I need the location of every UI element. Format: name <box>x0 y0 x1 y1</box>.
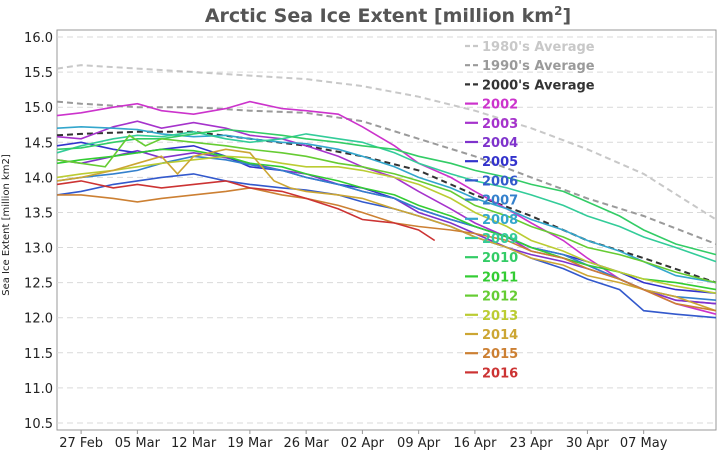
x-tick-label: 26 Mar <box>284 436 330 450</box>
y-axis-ticks: 10.5 11.0 11.5 12.0 12.5 13.0 13.5 14.0 14.5 15.0… <box>24 31 53 432</box>
x-tick-label: 05 Mar <box>115 436 161 450</box>
series-lines <box>56 64 717 319</box>
y-axis-label: Sea Ice Extent [million km2] <box>1 154 12 296</box>
legend-label: 2016 <box>482 366 518 381</box>
x-tick-label: 07 May <box>620 436 668 450</box>
series-line-2015 <box>57 187 717 312</box>
x-axis-ticks: 27 Feb 05 Mar 12 Mar 19 Mar 26 Mar 02 Apr 09 A… <box>59 430 668 450</box>
y-tick-label: 10.5 <box>24 417 53 432</box>
series-line-1990-s-average <box>56 100 717 245</box>
chart-title: Arctic Sea Ice Extent [million km2] <box>205 4 571 27</box>
series-line-2011 <box>56 148 717 291</box>
x-tick-label: 27 Feb <box>59 436 103 450</box>
x-tick-label: 23 Apr <box>510 436 554 450</box>
legend-label: 2013 <box>482 309 518 324</box>
series-line-2006 <box>56 173 717 319</box>
legend-label: 2014 <box>482 328 518 343</box>
series-line-2008 <box>56 125 717 284</box>
legend-label: 2000's Average <box>482 78 595 93</box>
legend-label: 2011 <box>482 270 518 285</box>
y-tick-label: 12.5 <box>24 277 53 292</box>
y-tick-label: 14.5 <box>24 136 53 151</box>
y-tick-label: 11.0 <box>24 382 53 397</box>
series-line-2016 <box>56 180 436 242</box>
gridlines <box>57 36 716 424</box>
legend-label: 2012 <box>482 290 518 305</box>
series-line-2002 <box>56 100 717 315</box>
legend-label: 2007 <box>482 194 518 209</box>
series-line-2004 <box>56 149 717 305</box>
legend-label: 1980's Average <box>482 40 595 55</box>
y-tick-label: 15.0 <box>24 101 53 116</box>
y-tick-label: 11.5 <box>24 347 53 362</box>
y-tick-label: 12.0 <box>24 312 53 327</box>
x-tick-label: 02 Apr <box>341 436 385 450</box>
series-line-1980-s-average <box>56 64 717 221</box>
x-tick-label: 12 Mar <box>171 436 217 450</box>
y-tick-label: 13.0 <box>24 242 53 257</box>
legend-label: 2003 <box>482 117 518 132</box>
plot-frame <box>56 29 717 431</box>
y-tick-label: 15.5 <box>24 66 53 81</box>
legend-label: 2009 <box>482 232 518 247</box>
legend-label: 2015 <box>482 347 518 362</box>
legend: 1980's Average 1990's Average 2000's Avera… <box>465 40 595 381</box>
x-tick-label: 16 Apr <box>453 436 497 450</box>
legend-label: 2005 <box>482 155 518 170</box>
series-line-2010 <box>56 128 717 256</box>
series-line-2013 <box>56 155 717 294</box>
y-tick-label: 13.5 <box>24 206 53 221</box>
series-line-2000-s-average <box>56 130 717 284</box>
x-tick-label: 09 Apr <box>397 436 441 450</box>
legend-label: 2006 <box>482 174 518 189</box>
y-tick-label: 14.0 <box>24 171 53 186</box>
series-line-2014 <box>56 148 717 312</box>
y-tick-label: 16.0 <box>24 31 53 46</box>
legend-label: 2002 <box>482 98 518 113</box>
legend-label: 2004 <box>482 136 518 151</box>
legend-label: 2008 <box>482 213 518 228</box>
x-tick-label: 30 Apr <box>566 436 610 450</box>
legend-label: 2010 <box>482 251 518 266</box>
x-tick-label: 19 Mar <box>227 436 273 450</box>
series-line-2012 <box>56 134 717 284</box>
legend-label: 1990's Average <box>482 59 595 74</box>
